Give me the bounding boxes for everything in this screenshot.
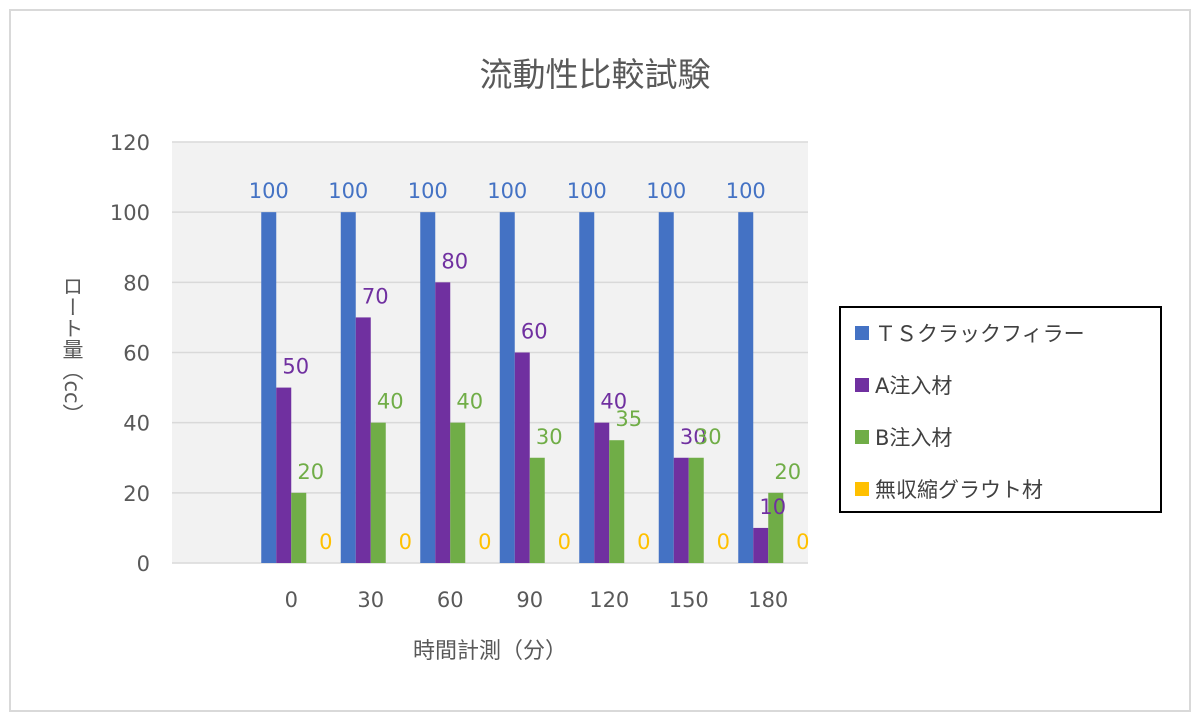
data-label: 0: [399, 530, 412, 554]
x-tick-label: 120: [589, 588, 629, 612]
bar: [291, 492, 307, 563]
legend-swatch: [855, 430, 869, 444]
bar: [276, 387, 292, 563]
x-tick-label: 0: [285, 588, 298, 612]
x-tick-label: 180: [748, 588, 788, 612]
data-label: 40: [377, 390, 404, 414]
bar: [370, 422, 386, 563]
data-label: 30: [695, 425, 722, 449]
data-label: 100: [726, 179, 766, 203]
data-label: 0: [558, 530, 571, 554]
bar: [738, 212, 754, 563]
bar: [579, 212, 595, 563]
legend-label: A注入材: [875, 374, 953, 398]
bar: [435, 282, 451, 563]
y-axis-label: ロート量（cc）: [60, 275, 84, 424]
legend-label: B注入材: [875, 426, 953, 450]
bar: [420, 212, 436, 563]
x-axis-ticks: 0 30 60 90 120 150 180: [285, 588, 789, 612]
data-label: 100: [408, 179, 448, 203]
x-tick-label: 90: [516, 588, 543, 612]
x-axis-label: 時間計測（分）: [413, 639, 567, 664]
data-label: 80: [441, 249, 468, 273]
chart-title: 流動性比較試験: [480, 55, 711, 94]
legend-swatch: [855, 378, 869, 392]
y-tick-label: 20: [123, 482, 150, 506]
data-label: 35: [615, 407, 642, 431]
bar: [753, 527, 769, 563]
data-label: 0: [717, 530, 730, 554]
data-label: 0: [478, 530, 491, 554]
y-tick-label: 120: [110, 131, 150, 155]
bar: [609, 440, 625, 563]
legend: ＴＳクラックフィラー A注入材 B注入材無収縮グラウト材: [839, 306, 1162, 513]
data-labels: 100 100 100 100 100 100 100 50 70 80 60 40 30 10 20 40 4…: [249, 179, 810, 554]
data-label: 0: [319, 530, 332, 554]
legend-item: B注入材: [855, 422, 952, 452]
y-tick-label: 100: [110, 201, 150, 225]
legend-label: ＴＳクラックフィラー: [875, 322, 1085, 346]
bar: [355, 317, 371, 563]
data-label: 30: [536, 425, 563, 449]
bar: [514, 352, 530, 563]
data-label: 30: [680, 425, 707, 449]
data-label: 0: [796, 530, 809, 554]
legend-item: A注入材: [855, 370, 952, 400]
y-tick-label: 40: [123, 412, 150, 436]
legend-swatch: [855, 482, 869, 496]
bar: [499, 212, 515, 563]
bar: [658, 212, 674, 563]
data-label: 10: [759, 495, 786, 519]
bar: [768, 492, 784, 563]
data-label: 60: [521, 320, 548, 344]
y-tick-label: 80: [123, 271, 150, 295]
data-label: 100: [646, 179, 686, 203]
y-tick-label: 60: [123, 342, 150, 366]
data-label: 40: [600, 390, 627, 414]
bar: [261, 212, 277, 563]
y-tick-label: 0: [137, 552, 150, 576]
data-label: 20: [774, 460, 801, 484]
legend-item: ＴＳクラックフィラー: [855, 318, 1085, 348]
data-label: 100: [328, 179, 368, 203]
data-label: 100: [487, 179, 527, 203]
bar: [688, 457, 704, 563]
data-label: 50: [282, 355, 309, 379]
legend-item: 無収縮グラウト材: [855, 474, 1043, 504]
data-label: 100: [249, 179, 289, 203]
bar: [673, 457, 689, 563]
data-label: 0: [637, 530, 650, 554]
data-label: 20: [297, 460, 324, 484]
legend-swatch: [855, 326, 869, 340]
data-label: 40: [456, 390, 483, 414]
x-tick-label: 60: [437, 588, 464, 612]
data-label: 70: [362, 284, 389, 308]
x-tick-label: 150: [669, 588, 709, 612]
data-label: 100: [567, 179, 607, 203]
bar: [450, 422, 466, 563]
bar: [529, 457, 545, 563]
x-tick-label: 30: [357, 588, 384, 612]
y-axis-ticks: 0 20 40 60 80 100 120: [110, 131, 150, 576]
bar: [340, 212, 356, 563]
bars: [261, 212, 784, 563]
bar: [594, 422, 610, 563]
legend-label: 無収縮グラウト材: [875, 478, 1043, 502]
